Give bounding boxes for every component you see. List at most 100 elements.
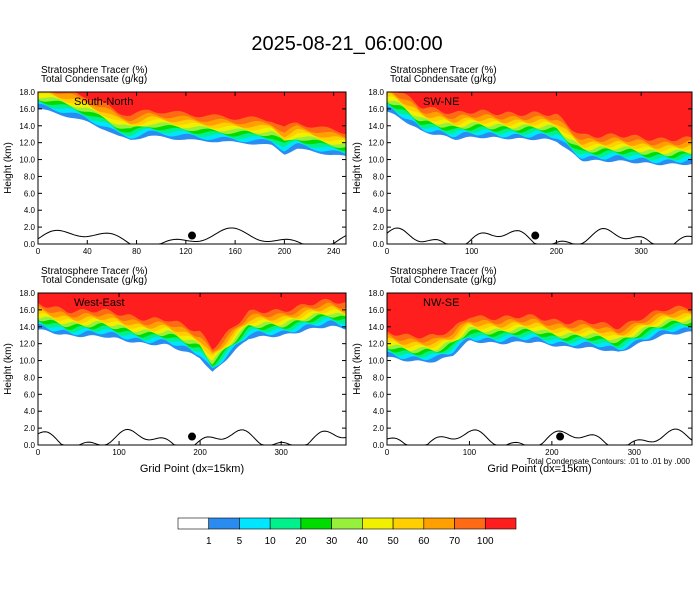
colorbar-swatch (208, 517, 240, 530)
y-tick-label: 4.0 (24, 407, 36, 416)
y-tick-label: 18.0 (19, 88, 35, 97)
header-line2: Total Condensate (g/kg) (390, 275, 496, 286)
colorbar-label: 60 (418, 536, 430, 547)
colorbar-swatch (300, 517, 332, 530)
x-tick-label: 0 (385, 448, 390, 457)
tracer-band-10 (38, 293, 346, 350)
y-tick-label: 2.0 (24, 424, 36, 433)
colorbar-swatch (177, 517, 210, 530)
header-line2: Total Condensate (g/kg) (390, 74, 496, 85)
y-tick-label: 14.0 (19, 323, 35, 332)
colorbar-label: 40 (357, 536, 369, 547)
x-tick-label: 200 (193, 448, 207, 457)
tracer-band-10 (387, 293, 692, 339)
y-tick-label: 6.0 (373, 189, 385, 198)
location-marker (531, 231, 540, 240)
panel-label: SW-NE (423, 96, 459, 108)
y-tick-label: 10.0 (368, 156, 384, 165)
y-axis-label: Height (km) (352, 343, 363, 395)
y-tick-label: 12.0 (19, 139, 35, 148)
header-line1: Stratosphere Tracer (%) (390, 266, 497, 277)
x-tick-label: 0 (36, 448, 41, 457)
y-tick-label: 14.0 (368, 323, 384, 332)
plot-area (387, 293, 692, 445)
header-line2: Total Condensate (g/kg) (41, 74, 147, 85)
colorbar-swatch (239, 517, 271, 530)
y-tick-label: 6.0 (373, 390, 385, 399)
contour-footnote: Total Condensate Contours: .01 to .01 by… (527, 457, 691, 466)
y-tick-label: 6.0 (24, 390, 36, 399)
x-tick-label: 100 (463, 448, 477, 457)
header-line1: Stratosphere Tracer (%) (41, 266, 148, 277)
colorbar-swatch (454, 517, 486, 530)
colorbar-swatch (392, 517, 425, 530)
colorbar-label: 100 (477, 536, 494, 547)
y-tick-label: 2.0 (373, 424, 385, 433)
y-axis-label: Height (km) (352, 142, 363, 194)
colorbar-swatch (331, 517, 363, 530)
y-tick-label: 16.0 (368, 306, 384, 315)
terrain-line (387, 227, 692, 244)
x-tick-label: 40 (83, 247, 92, 256)
y-tick-label: 12.0 (19, 340, 35, 349)
y-tick-label: 0.0 (24, 441, 36, 450)
figure-title: 2025-08-21_06:00:00 (251, 33, 442, 55)
tracer-band-10 (387, 92, 692, 142)
x-tick-label: 120 (179, 247, 193, 256)
panel-west-east: West-East Stratosphere Tracer (%)Total Co… (3, 266, 347, 475)
x-tick-label: 300 (628, 448, 642, 457)
x-tick-label: 80 (132, 247, 141, 256)
colorbar-swatch (269, 517, 302, 530)
y-tick-label: 14.0 (19, 122, 35, 131)
y-tick-label: 10.0 (19, 357, 35, 366)
y-tick-label: 0.0 (373, 240, 385, 249)
y-tick-label: 0.0 (24, 240, 36, 249)
y-tick-label: 18.0 (368, 289, 384, 298)
plot-frame (386, 91, 693, 245)
panel-label: South-North (74, 96, 133, 108)
y-tick-label: 4.0 (373, 206, 385, 215)
plot-area (387, 92, 692, 244)
colorbar-label: 70 (449, 536, 461, 547)
plot-area (38, 92, 346, 244)
colorbar-label: 10 (265, 536, 277, 547)
y-tick-label: 12.0 (368, 340, 384, 349)
terrain-line (387, 428, 692, 445)
plot-frame (37, 91, 347, 245)
y-tick-label: 2.0 (373, 223, 385, 232)
y-tick-label: 16.0 (19, 306, 35, 315)
y-tick-label: 8.0 (24, 373, 36, 382)
y-tick-label: 10.0 (368, 357, 384, 366)
location-marker (188, 231, 196, 240)
panel-label: NW-SE (423, 297, 459, 309)
y-tick-label: 14.0 (368, 122, 384, 131)
colorbar-label: 50 (388, 536, 400, 547)
x-tick-label: 100 (112, 448, 126, 457)
colorbar-label: 30 (326, 536, 338, 547)
x-tick-label: 240 (327, 247, 341, 256)
plot-frame (386, 292, 693, 446)
y-tick-label: 8.0 (373, 172, 385, 181)
y-tick-label: 18.0 (368, 88, 384, 97)
y-tick-label: 4.0 (373, 407, 385, 416)
x-tick-label: 200 (278, 247, 292, 256)
y-tick-label: 6.0 (24, 189, 36, 198)
header-line1: Stratosphere Tracer (%) (41, 65, 148, 76)
terrain-line (38, 428, 346, 445)
x-tick-label: 200 (550, 247, 564, 256)
y-tick-label: 0.0 (373, 441, 385, 450)
terrain-line (38, 227, 346, 244)
colorbar-label: 5 (237, 536, 243, 547)
x-tick-label: 160 (228, 247, 242, 256)
y-tick-label: 8.0 (373, 373, 385, 382)
header-line2: Total Condensate (g/kg) (41, 275, 147, 286)
x-tick-label: 300 (274, 448, 288, 457)
y-tick-label: 4.0 (24, 206, 36, 215)
header-line1: Stratosphere Tracer (%) (390, 65, 497, 76)
location-marker (188, 432, 196, 441)
x-tick-label: 100 (465, 247, 479, 256)
x-tick-label: 0 (385, 247, 390, 256)
y-tick-label: 12.0 (368, 139, 384, 148)
